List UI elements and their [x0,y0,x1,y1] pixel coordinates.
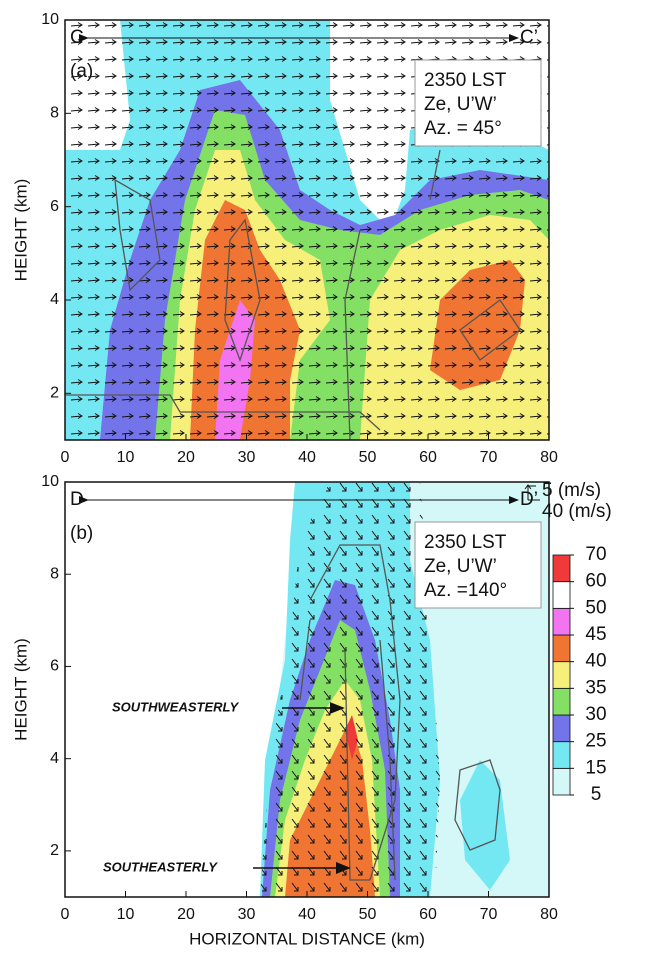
wind-annotation: SOUTHWEASTERLY [112,699,239,714]
info-text: Az. = 45° [424,118,502,139]
colorbar-box [552,634,571,663]
field [460,760,510,890]
contour-line [299,544,501,881]
colorbar-label: 50 [585,597,606,618]
colorbar-box [552,607,571,636]
section-start: C [70,27,84,48]
x-tick-label: 80 [540,906,558,923]
y-tick-label: 8 [50,105,59,122]
section-start: D [70,489,84,510]
y-tick-label: 6 [50,658,59,675]
info-box [414,521,542,609]
x-tick-label: 0 [61,449,70,466]
info-text: Az. =140° [424,580,507,601]
colorbar-label: 30 [585,704,606,725]
vector-scale: 5 (m/s) [542,480,601,501]
y-axis-label: HEIGHT (km) [11,179,30,282]
y-tick-label: 2 [50,385,59,402]
section-end: C’ [520,27,538,48]
x-tick-label: 40 [298,449,316,466]
x-tick-label: 10 [117,449,135,466]
info-text: 2350 LST [424,70,507,91]
colorbar-label: 45 [585,624,606,645]
colorbar-box [552,661,571,689]
colorbar-box [552,714,571,743]
wind-annotation: SOUTHEASTERLY [103,859,218,874]
x-tick-label: 10 [117,906,135,923]
y-tick-label: 2 [50,842,59,859]
y-tick-label: 10 [41,11,59,28]
y-tick-label: 6 [50,198,59,215]
x-tick-label: 20 [177,449,195,466]
x-tick-label: 80 [540,449,558,466]
colorbar-box [552,581,571,609]
x-tick-label: 70 [480,906,498,923]
info-text: Ze, U’W’ [424,556,497,577]
info-text: Ze, U’W’ [424,94,497,115]
vector-scale: 40 (m/s) [542,501,612,522]
x-tick-label: 60 [419,906,437,923]
panel-label: (a) [70,61,93,82]
colorbar-label: 35 [585,677,606,698]
colorbar-label: 60 [585,571,606,592]
x-tick-label: 70 [480,449,498,466]
y-tick-label: 8 [50,565,59,582]
x-tick-label: 60 [419,449,437,466]
colorbar-label: 70 [585,544,606,565]
y-axis-label: HEIGHT (km) [11,638,30,741]
x-tick-label: 50 [359,449,377,466]
x-tick-label: 50 [359,906,377,923]
x-tick-label: 40 [298,906,316,923]
panel-label: (b) [70,523,93,544]
colorbar-label: 25 [585,731,606,752]
colorbar-box [552,554,571,583]
colorbar-box [552,767,571,796]
y-tick-label: 10 [41,473,59,490]
x-tick-label: 30 [238,906,256,923]
colorbar-box [552,687,571,716]
colorbar-label: 5 [591,784,602,805]
colorbar-box [552,741,571,769]
info-box [414,59,542,147]
contour-line [65,149,521,440]
scale-arrow [524,484,540,501]
y-tick-label: 4 [50,291,59,308]
x-tick-label: 0 [61,906,70,923]
colorbar-label: 15 [585,757,606,778]
x-axis-label: HORIZONTAL DISTANCE (km) [189,929,425,948]
x-tick-label: 20 [177,906,195,923]
x-tick-label: 30 [238,449,256,466]
colorbar-label: 40 [585,651,606,672]
info-text: 2350 LST [424,532,507,553]
y-tick-label: 4 [50,750,59,767]
